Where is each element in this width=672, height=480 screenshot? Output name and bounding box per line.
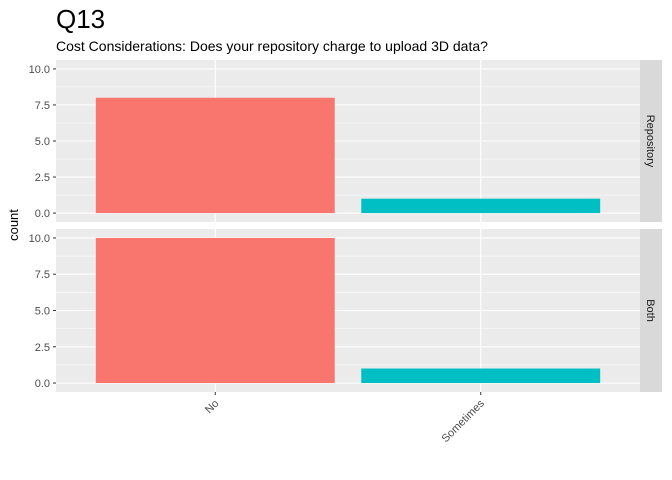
chart-title: Q13: [56, 4, 106, 34]
chart-subtitle: Cost Considerations: Does your repositor…: [56, 38, 488, 54]
facet-strip-label: Repository: [644, 115, 656, 168]
bar-sometimes: [361, 368, 601, 384]
facet-strip: [640, 60, 662, 222]
y-tick-label: 10.0: [29, 233, 50, 245]
y-tick-label: 7.5: [35, 269, 50, 281]
facet-strip: [640, 229, 662, 392]
y-tick-label: 5.0: [35, 136, 50, 148]
y-tick-label: 10.0: [29, 64, 50, 76]
y-tick-label: 0.0: [35, 378, 50, 390]
y-tick-label: 7.5: [35, 100, 50, 112]
y-axis-title: count: [6, 209, 21, 241]
y-tick-label: 2.5: [35, 172, 50, 184]
y-tick-label: 0.0: [35, 208, 50, 220]
y-tick-label: 2.5: [35, 342, 50, 354]
x-tick-label: Sometimes: [439, 397, 487, 445]
y-tick-label: 5.0: [35, 306, 50, 318]
bar-no: [95, 97, 335, 214]
bar-sometimes: [361, 198, 601, 214]
facet-strip-label: Both: [644, 299, 656, 322]
x-tick-label: No: [203, 398, 221, 416]
bar-no: [95, 237, 335, 384]
